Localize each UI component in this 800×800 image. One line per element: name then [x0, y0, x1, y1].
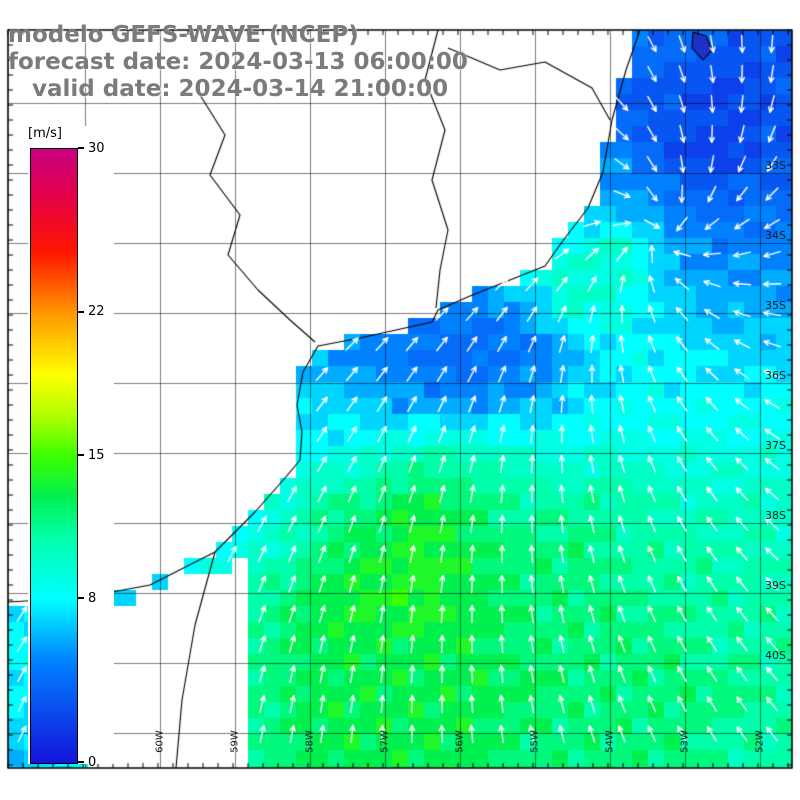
colorbar-ticks: 30 22 15 8 0	[28, 141, 112, 770]
colorbar-tick: 30	[78, 140, 105, 156]
forecast-date-line: forecast date: 2024-03-13 06:00:00	[8, 49, 468, 75]
colorbar-unit-label: [m/s]	[28, 126, 62, 141]
colorbar-gradient	[30, 148, 78, 764]
valid-date-line: valid date: 2024-03-14 21:00:00	[8, 76, 449, 102]
colorbar-tick: 8	[78, 590, 96, 606]
colorbar-tick: 0	[78, 754, 96, 770]
colorbar: [m/s] 30 22 15 8 0	[28, 126, 114, 770]
colorbar-tick: 22	[78, 304, 105, 320]
colorbar-tick: 15	[78, 447, 105, 463]
model-title: modelo GEFS-WAVE (NCEP)	[8, 22, 359, 48]
title-block: modelo GEFS-WAVE (NCEP) forecast date: 2…	[8, 22, 468, 103]
